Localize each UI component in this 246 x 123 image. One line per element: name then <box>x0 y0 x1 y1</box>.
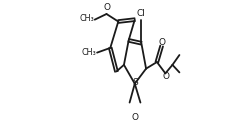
Text: Cl: Cl <box>137 9 146 18</box>
Text: O: O <box>162 72 169 81</box>
Text: O: O <box>103 3 110 12</box>
Text: CH₃: CH₃ <box>82 48 96 57</box>
Text: S: S <box>133 78 138 87</box>
Text: CH₃: CH₃ <box>79 14 94 23</box>
Text: O: O <box>131 113 138 122</box>
Text: O: O <box>158 38 165 47</box>
